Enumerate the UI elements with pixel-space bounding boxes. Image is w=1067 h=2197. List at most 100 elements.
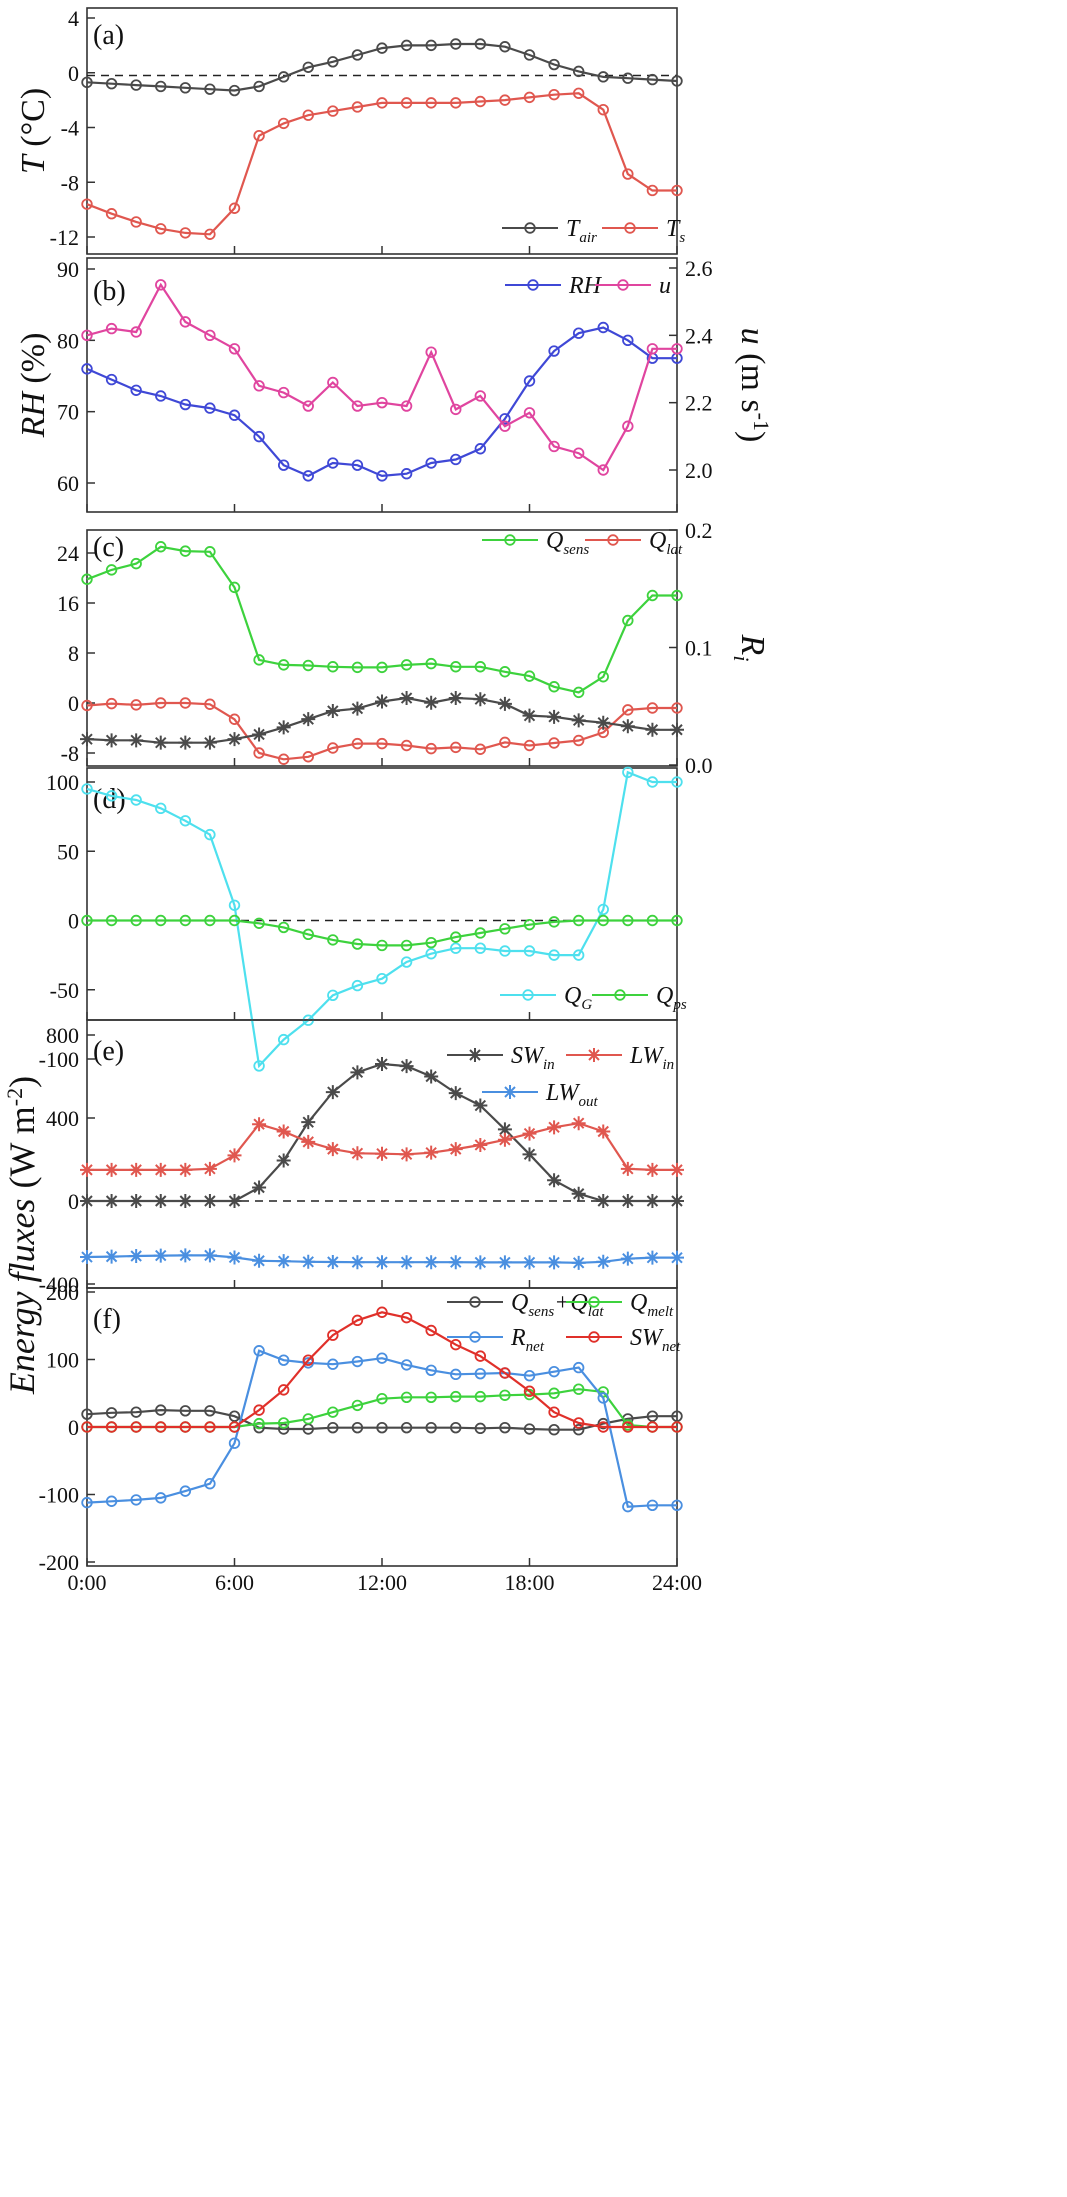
data-point xyxy=(277,1423,290,1435)
data-point xyxy=(474,743,487,755)
data-point xyxy=(376,972,388,985)
y2-tick-label: 0.2 xyxy=(685,518,713,543)
data-point xyxy=(425,1364,437,1377)
data-point xyxy=(153,1194,168,1208)
data-point xyxy=(450,942,462,954)
data-point xyxy=(327,1406,339,1418)
data-point xyxy=(425,936,437,949)
data-point xyxy=(80,732,94,747)
data-point xyxy=(105,564,118,576)
y-tick-label: 8 xyxy=(68,641,79,666)
data-point xyxy=(548,737,560,749)
data-point xyxy=(499,1367,511,1379)
data-point xyxy=(104,733,119,748)
series-line xyxy=(86,42,678,92)
data-point xyxy=(155,802,167,815)
data-point xyxy=(327,376,339,389)
data-point xyxy=(425,346,437,358)
data-point xyxy=(646,343,659,355)
data-point xyxy=(351,737,364,750)
series-line xyxy=(87,1311,677,1429)
data-point xyxy=(400,39,413,52)
data-point xyxy=(425,1324,437,1337)
data-point xyxy=(571,713,586,728)
data-point xyxy=(671,184,683,197)
y2-tick-label: 0.1 xyxy=(685,636,713,661)
y-tick-label: -8 xyxy=(61,170,79,195)
data-point xyxy=(129,1162,144,1177)
data-point xyxy=(227,1250,242,1265)
data-point xyxy=(130,1421,142,1433)
data-point xyxy=(499,666,511,678)
data-point xyxy=(179,227,192,239)
data-point xyxy=(376,470,388,482)
y2-tick-label: 2.2 xyxy=(685,391,713,416)
series-line xyxy=(86,545,677,694)
data-point xyxy=(448,1255,463,1270)
legend-entry-sw-net: SWnet xyxy=(566,1325,681,1355)
y-tick-label: -400 xyxy=(39,1272,79,1297)
data-point xyxy=(204,329,216,342)
data-point xyxy=(474,661,487,673)
data-point xyxy=(301,1254,316,1269)
data-point xyxy=(522,708,537,723)
data-point xyxy=(253,1404,265,1416)
data-point xyxy=(523,1423,536,1435)
data-point xyxy=(596,1124,611,1139)
legend-marker xyxy=(522,989,534,1001)
data-point xyxy=(351,1399,364,1412)
data-point xyxy=(400,939,413,952)
legend-label: Rnet xyxy=(510,1325,545,1355)
data-point xyxy=(105,914,118,927)
data-point xyxy=(572,327,585,339)
y-tick-label: -8 xyxy=(61,741,79,766)
data-point xyxy=(671,702,683,714)
x-tick-label: 6:00 xyxy=(215,1570,254,1595)
data-point xyxy=(277,659,290,671)
shared-ylabel: Energy fluxes(W m-2) xyxy=(2,1076,42,1395)
data-point xyxy=(375,1057,389,1072)
data-point xyxy=(670,1162,684,1177)
data-point xyxy=(670,722,684,737)
data-point xyxy=(646,1410,659,1422)
data-point xyxy=(622,914,634,927)
x-tick-label: 0:00 xyxy=(67,1570,106,1595)
legend-marker xyxy=(504,534,516,546)
y-tick-label: 100 xyxy=(46,1348,79,1373)
data-point xyxy=(204,1421,216,1433)
data-point xyxy=(571,1255,586,1270)
data-point xyxy=(425,39,437,52)
data-point xyxy=(499,94,511,106)
data-point xyxy=(622,72,634,84)
data-point xyxy=(620,1251,635,1266)
data-point xyxy=(204,914,216,927)
data-point xyxy=(302,400,314,412)
data-point xyxy=(424,1145,439,1160)
data-point xyxy=(450,661,462,673)
data-point xyxy=(277,921,290,934)
data-point xyxy=(523,739,536,752)
series-q-sens xyxy=(81,541,683,699)
data-point xyxy=(130,794,142,806)
data-point xyxy=(670,1250,684,1265)
data-point xyxy=(375,1255,389,1270)
data-point xyxy=(547,1120,562,1135)
data-point xyxy=(571,1116,586,1131)
data-point xyxy=(81,1421,93,1433)
data-point xyxy=(81,1408,93,1420)
data-point xyxy=(104,1194,119,1208)
data-point xyxy=(399,1255,414,1270)
data-point xyxy=(178,1194,193,1208)
data-point xyxy=(105,697,118,710)
data-point xyxy=(105,1495,118,1507)
data-point xyxy=(671,1499,683,1512)
data-point xyxy=(227,1194,242,1208)
data-point xyxy=(450,1390,462,1403)
series-line xyxy=(87,1062,677,1203)
data-point xyxy=(572,949,585,961)
data-point xyxy=(448,1086,463,1101)
legend-marker xyxy=(469,1331,481,1343)
y-tick-label: 80 xyxy=(57,328,79,353)
data-point xyxy=(351,1421,364,1434)
y-tick-label: -12 xyxy=(50,225,79,250)
